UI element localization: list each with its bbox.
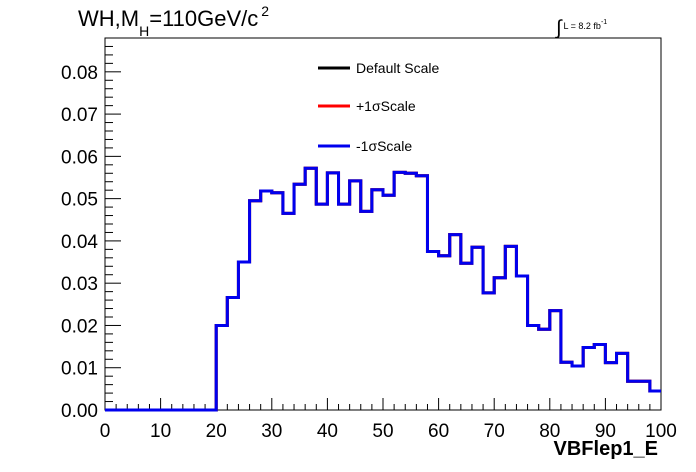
y-tick-label: 0.08 <box>61 63 98 84</box>
x-axis-ticks: 0 10 20 30 40 50 60 70 80 90 100 <box>100 398 677 442</box>
series-line-1 <box>105 166 661 412</box>
series-lines <box>105 166 661 412</box>
x-tick-label: 0 <box>100 421 111 442</box>
x-tick-label: 30 <box>261 421 282 442</box>
legend-entry-label: Default Scale <box>356 60 439 76</box>
series-line-2 <box>105 166 661 412</box>
legend-entry-label: -1σScale <box>356 138 412 154</box>
y-tick-label: 0.06 <box>61 147 98 168</box>
luminosity-text: L = 8.2 fb <box>563 21 601 31</box>
x-tick-label: 60 <box>428 421 449 442</box>
x-tick-label: 10 <box>150 421 171 442</box>
x-tick-label: 80 <box>539 421 560 442</box>
y-tick-label: 0.00 <box>61 401 98 422</box>
integral-sign: ∫ <box>556 17 562 39</box>
title-rest-text: =110GeV/c <box>149 6 259 31</box>
y-tick-label: 0.05 <box>61 190 98 211</box>
x-tick-label: 20 <box>206 421 227 442</box>
x-tick-label: 40 <box>317 421 338 442</box>
y-tick-label: 0.01 <box>61 359 98 380</box>
x-tick-label: 50 <box>372 421 393 442</box>
x-tick-label: 70 <box>484 421 505 442</box>
luminosity-exponent: -1 <box>600 19 608 26</box>
plot-frame <box>104 37 662 411</box>
y-axis-ticks: 0.00 0.01 0.02 0.03 0.04 0.05 0.06 0.07 0.08 <box>61 37 121 422</box>
title-superscript: 2 <box>261 3 270 19</box>
x-tick-label: 100 <box>645 421 677 442</box>
luminosity-label: ∫ L = 8.2 fb-1 <box>556 12 608 39</box>
legend: Default Scale +1σScale -1σScale <box>318 60 439 154</box>
title-main-text: WH,M <box>78 6 140 31</box>
x-tick-label: 90 <box>595 421 616 442</box>
y-tick-label: 0.02 <box>61 316 98 337</box>
chart-title: WH,MH=110GeV/c 2 <box>78 3 270 39</box>
x-axis-title: VBFlep1_E <box>553 438 658 460</box>
y-tick-label: 0.04 <box>61 232 98 253</box>
legend-entry-label: +1σScale <box>356 98 416 114</box>
title-subscript: H <box>139 23 150 39</box>
y-tick-label: 0.07 <box>61 105 98 126</box>
series-line-0 <box>105 166 661 412</box>
y-tick-label: 0.03 <box>61 274 98 295</box>
